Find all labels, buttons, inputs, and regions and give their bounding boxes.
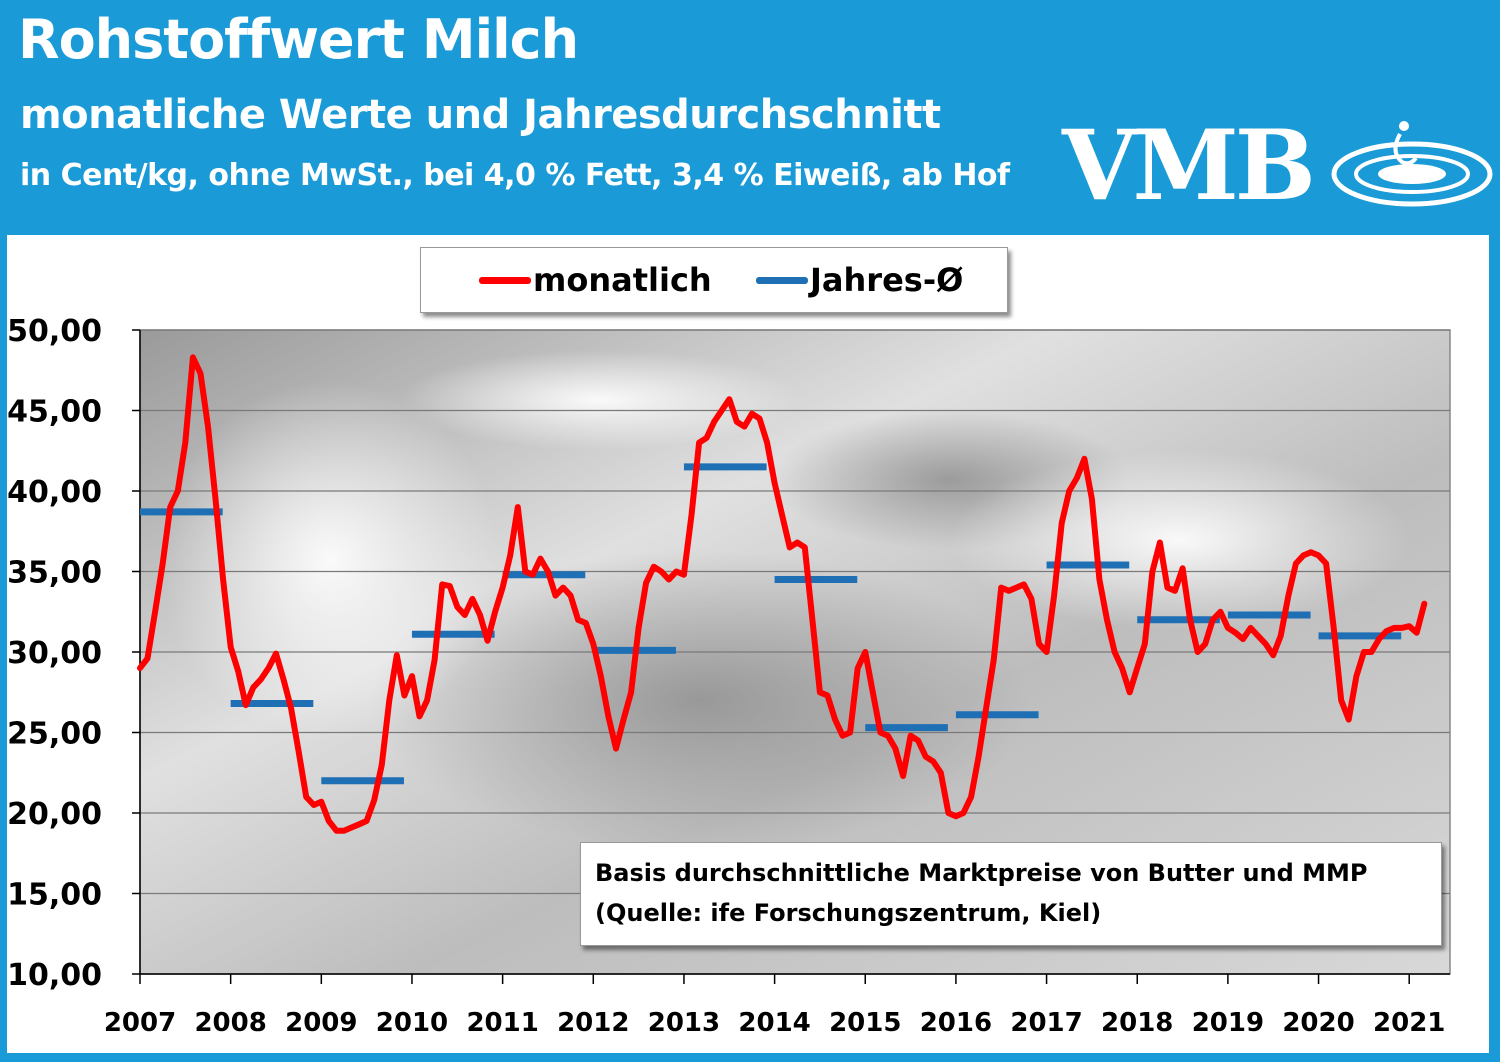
unit-description: in Cent/kg, ohne MwSt., bei 4,0 % Fett, … — [20, 158, 1010, 193]
x-axis: 2007 2008 2009 2010 2011 2012 2013 2014 2015 2016… — [104, 973, 1450, 1038]
y-tick-label: 20,00 — [7, 797, 102, 832]
legend-label-annual: Jahres-Ø — [810, 261, 964, 299]
legend-swatch-monthly — [479, 276, 531, 284]
x-tick-label: 2007 — [104, 1008, 176, 1038]
legend-label-monthly: monatlich — [533, 261, 712, 299]
vmb-logo-text: VMB — [1062, 109, 1316, 222]
x-tick-label: 2019 — [1192, 1008, 1264, 1038]
legend-item-monthly: monatlich — [479, 260, 712, 300]
x-tick-label: 2015 — [829, 1008, 901, 1038]
y-tick-label: 45,00 — [7, 395, 102, 430]
note-basis: Basis durchschnittliche Marktpreise von … — [595, 859, 1368, 887]
vmb-logo-icon — [1331, 121, 1493, 207]
legend: monatlich Jahres-Ø — [420, 247, 1008, 313]
x-tick-label: 2021 — [1373, 1008, 1445, 1038]
y-tick-label: 35,00 — [7, 556, 102, 591]
source-note: Basis durchschnittliche Marktpreise von … — [580, 842, 1442, 946]
x-tick-label: 2014 — [738, 1008, 810, 1038]
y-tick-label: 40,00 — [7, 475, 102, 510]
y-tick-label: 25,00 — [7, 717, 102, 752]
x-tick-label: 2012 — [557, 1008, 629, 1038]
x-tick-label: 2010 — [376, 1008, 448, 1038]
page-subtitle: monatliche Werte und Jahresdurchschnitt — [20, 92, 941, 138]
x-tick-label: 2011 — [466, 1008, 538, 1038]
note-source: (Quelle: ife Forschungszentrum, Kiel) — [595, 899, 1102, 927]
x-tick-label: 2017 — [1010, 1008, 1082, 1038]
monthly-series-line — [137, 354, 1428, 834]
y-axis: 10,00 15,00 20,00 25,00 30,00 35,00 40,00 45,00… — [7, 314, 141, 993]
x-tick-label: 2008 — [194, 1008, 266, 1038]
x-tick-label: 2016 — [920, 1008, 992, 1038]
header-banner: Rohstoffwert Milch monatliche Werte und … — [0, 0, 1500, 222]
y-tick-label: 10,00 — [7, 958, 102, 993]
x-tick-label: 2020 — [1282, 1008, 1354, 1038]
x-tick-label: 2009 — [285, 1008, 357, 1038]
x-tick-label: 2013 — [648, 1008, 720, 1038]
y-tick-label: 30,00 — [7, 636, 102, 671]
page-title: Rohstoffwert Milch — [18, 8, 579, 71]
y-tick-label: 50,00 — [7, 314, 102, 349]
y-tick-label: 15,00 — [7, 878, 102, 913]
legend-swatch-annual — [756, 276, 808, 284]
x-tick-label: 2018 — [1101, 1008, 1173, 1038]
legend-item-annual: Jahres-Ø — [756, 260, 963, 300]
